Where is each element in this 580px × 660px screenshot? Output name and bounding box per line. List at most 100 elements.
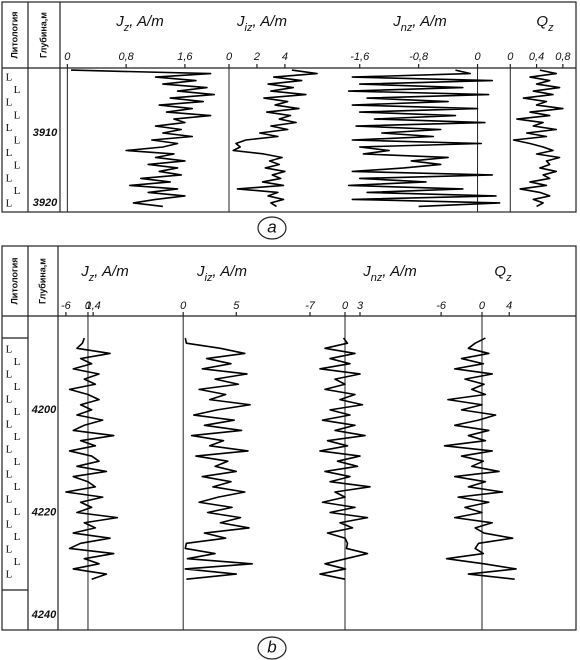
x-tick-label: 0 [507,51,514,63]
x-tick-label: 0 [342,300,349,312]
lithology-symbol: L [6,122,13,134]
track-title: Jz, A/m [80,263,128,284]
panel-label: a [267,217,276,236]
lithology-symbol: L [14,185,21,197]
title-index: z [505,272,512,284]
lithology-symbol: L [14,135,21,147]
title-index: z [88,272,95,284]
lithology-symbol: L [6,97,13,109]
depth-label: 4220 [31,506,57,518]
x-tick-label: -0,8 [409,51,429,63]
panel: Литология Глубина,мLLLLLLLLLLLLLLLLLLL420… [1,245,577,660]
x-tick-label: 5 [233,300,240,312]
title-index: iz [245,22,253,34]
lithology-symbol: L [14,456,21,468]
log-curve [184,337,254,581]
x-tick-label: -1,6 [350,51,370,63]
track-title: Qz [494,263,512,284]
lithology-symbol: L [14,506,21,518]
lithology-symbol: L [6,569,13,581]
lithology-symbol: L [6,444,13,456]
x-tick-label: 0 [85,300,92,312]
x-tick-label: 2 [253,51,260,63]
title-symbol: J [115,13,124,30]
lithology-symbol: L [14,556,21,568]
track-title: Qz [536,13,554,34]
title-index: nz [401,22,413,34]
lithology-symbol: L [6,469,13,481]
track-title: Jiz, A/m [236,13,287,34]
x-tick-label: 1,6 [177,51,193,63]
lithology-symbol: L [6,419,13,431]
x-tick-label: 0 [180,300,187,312]
x-tick-label: 0,8 [555,51,571,63]
title-index: z [123,22,130,34]
x-tick-label: 4 [282,51,288,63]
title-unit: , A/m [129,13,163,30]
lithology-header: Литология [9,257,19,304]
depth-header: Глубина,м [38,12,48,58]
title-symbol: Q [494,263,506,280]
lithology-symbol: L [6,72,13,84]
panel-label-circle [257,636,287,660]
title-index: z [547,22,554,34]
x-tick-label: 3 [357,300,364,312]
lithology-symbol: L [6,344,13,356]
x-tick-label: 4 [506,300,512,312]
log-curve [443,337,517,581]
depth-header: Глубина,м [37,258,47,304]
track-title: Jz, A/m [115,13,163,34]
log-curve [232,69,318,208]
lithology-symbol: L [6,544,13,556]
panel-frame [1,1,577,213]
title-symbol: J [392,13,401,30]
depth-label: 4240 [31,609,57,621]
x-tick-label: 0 [479,300,486,312]
title-index: nz [371,272,383,284]
panel-label-circle [257,216,287,240]
x-tick-label: 0 [474,51,481,63]
lithology-symbol: L [6,494,13,506]
lithology-symbol: L [14,481,21,493]
track-title: Jnz, A/m [362,263,417,284]
title-unit: , A/m [382,263,416,280]
x-tick-label: 1,4 [85,300,100,312]
title-unit: , A/m [253,13,287,30]
lithology-symbol: L [14,109,21,121]
x-tick-label: 0,4 [529,51,544,63]
title-symbol: J [196,263,205,280]
lithology-symbol: L [14,531,21,543]
panel: Литология Глубина,мLLLLLLLLLLL39103920Jz,… [1,1,577,240]
depth-label: 4200 [31,404,57,416]
lithology-symbol: L [14,406,21,418]
x-tick-label: 0,8 [118,51,134,63]
panel-label: b [267,637,276,656]
lithology-symbol: L [6,394,13,406]
title-symbol: J [362,263,371,280]
lithology-symbol: L [6,369,13,381]
log-curve [65,337,119,580]
title-unit: , A/m [412,13,446,30]
x-tick-label: 0 [64,51,71,63]
panel-frame [1,245,577,631]
log-curve [347,69,501,208]
lithology-symbol: L [14,356,21,368]
lithology-header: Литология [9,11,19,58]
title-symbol: Q [536,13,548,30]
x-tick-label: -7 [305,300,316,312]
title-unit: , A/m [94,263,128,280]
lithology-symbol: L [6,172,13,184]
log-curve [512,69,564,208]
title-symbol: J [80,263,89,280]
lithology-symbol: L [14,381,21,393]
track-title: Jiz, A/m [196,263,247,284]
lithology-symbol: L [6,147,13,159]
lithology-symbol: L [14,431,21,443]
log-curve [319,337,371,580]
lithology-symbol: L [6,519,13,531]
lithology-symbol: L [14,84,21,96]
lithology-symbol: L [6,198,13,210]
log-curve [71,69,216,208]
title-index: iz [205,272,213,284]
